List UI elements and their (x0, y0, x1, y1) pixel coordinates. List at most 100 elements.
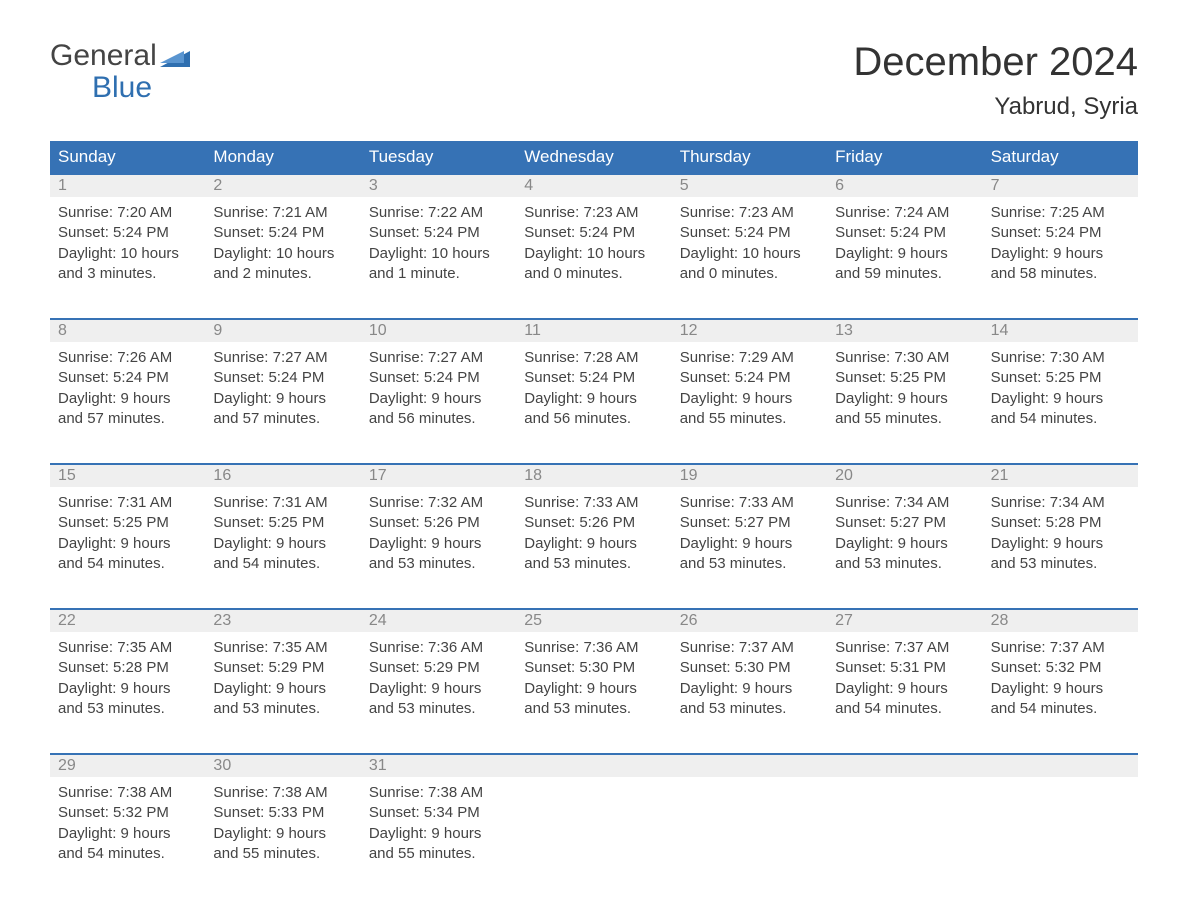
sunset-line: Sunset: 5:24 PM (213, 223, 352, 243)
day-cell (983, 755, 1138, 868)
daylight-line: and 54 minutes. (58, 844, 197, 864)
day-body: Sunrise: 7:30 AMSunset: 5:25 PMDaylight:… (827, 342, 982, 433)
calendar-week: 22Sunrise: 7:35 AMSunset: 5:28 PMDayligh… (50, 608, 1138, 723)
daylight-line: Daylight: 9 hours (524, 679, 663, 699)
day-number: 29 (50, 755, 205, 777)
sunset-line: Sunset: 5:31 PM (835, 658, 974, 678)
sunset-line: Sunset: 5:30 PM (680, 658, 819, 678)
day-body (672, 777, 827, 847)
sunset-line: Sunset: 5:34 PM (369, 803, 508, 823)
daylight-line: Daylight: 9 hours (213, 824, 352, 844)
daylight-line: and 54 minutes. (213, 554, 352, 574)
day-cell: 19Sunrise: 7:33 AMSunset: 5:27 PMDayligh… (672, 465, 827, 578)
day-cell (827, 755, 982, 868)
daylight-line: and 0 minutes. (680, 264, 819, 284)
sunset-line: Sunset: 5:25 PM (835, 368, 974, 388)
daylight-line: and 53 minutes. (58, 699, 197, 719)
sunset-line: Sunset: 5:24 PM (369, 368, 508, 388)
sunrise-line: Sunrise: 7:37 AM (680, 638, 819, 658)
day-cell: 17Sunrise: 7:32 AMSunset: 5:26 PMDayligh… (361, 465, 516, 578)
day-number: 6 (827, 175, 982, 197)
sunrise-line: Sunrise: 7:31 AM (58, 493, 197, 513)
day-body: Sunrise: 7:26 AMSunset: 5:24 PMDaylight:… (50, 342, 205, 433)
daylight-line: Daylight: 9 hours (213, 389, 352, 409)
sunset-line: Sunset: 5:24 PM (369, 223, 508, 243)
daylight-line: Daylight: 9 hours (680, 534, 819, 554)
sunrise-line: Sunrise: 7:20 AM (58, 203, 197, 223)
daylight-line: Daylight: 9 hours (835, 534, 974, 554)
daylight-line: Daylight: 9 hours (680, 679, 819, 699)
day-cell: 23Sunrise: 7:35 AMSunset: 5:29 PMDayligh… (205, 610, 360, 723)
day-cell: 29Sunrise: 7:38 AMSunset: 5:32 PMDayligh… (50, 755, 205, 868)
day-number: 24 (361, 610, 516, 632)
day-number: 15 (50, 465, 205, 487)
sunrise-line: Sunrise: 7:22 AM (369, 203, 508, 223)
day-body: Sunrise: 7:27 AMSunset: 5:24 PMDaylight:… (361, 342, 516, 433)
day-number: 25 (516, 610, 671, 632)
day-body: Sunrise: 7:38 AMSunset: 5:34 PMDaylight:… (361, 777, 516, 868)
day-cell: 20Sunrise: 7:34 AMSunset: 5:27 PMDayligh… (827, 465, 982, 578)
sunset-line: Sunset: 5:29 PM (213, 658, 352, 678)
day-number: 21 (983, 465, 1138, 487)
daylight-line: and 53 minutes. (524, 554, 663, 574)
day-body: Sunrise: 7:31 AMSunset: 5:25 PMDaylight:… (205, 487, 360, 578)
sunrise-line: Sunrise: 7:23 AM (524, 203, 663, 223)
sunrise-line: Sunrise: 7:38 AM (58, 783, 197, 803)
sunset-line: Sunset: 5:24 PM (991, 223, 1130, 243)
weekday-header: Monday (205, 141, 360, 173)
sunrise-line: Sunrise: 7:24 AM (835, 203, 974, 223)
weeks-container: 1Sunrise: 7:20 AMSunset: 5:24 PMDaylight… (50, 173, 1138, 868)
daylight-line: Daylight: 9 hours (835, 389, 974, 409)
daylight-line: and 55 minutes. (213, 844, 352, 864)
logo: General Blue (50, 40, 190, 103)
day-body: Sunrise: 7:32 AMSunset: 5:26 PMDaylight:… (361, 487, 516, 578)
sunrise-line: Sunrise: 7:36 AM (369, 638, 508, 658)
daylight-line: and 53 minutes. (213, 699, 352, 719)
day-body: Sunrise: 7:33 AMSunset: 5:26 PMDaylight:… (516, 487, 671, 578)
sunrise-line: Sunrise: 7:25 AM (991, 203, 1130, 223)
sunrise-line: Sunrise: 7:31 AM (213, 493, 352, 513)
daylight-line: Daylight: 9 hours (991, 244, 1130, 264)
day-cell: 15Sunrise: 7:31 AMSunset: 5:25 PMDayligh… (50, 465, 205, 578)
sunrise-line: Sunrise: 7:30 AM (991, 348, 1130, 368)
sunset-line: Sunset: 5:25 PM (991, 368, 1130, 388)
day-number: 8 (50, 320, 205, 342)
sunrise-line: Sunrise: 7:36 AM (524, 638, 663, 658)
sunset-line: Sunset: 5:24 PM (835, 223, 974, 243)
sunrise-line: Sunrise: 7:38 AM (369, 783, 508, 803)
sunrise-line: Sunrise: 7:35 AM (213, 638, 352, 658)
sunrise-line: Sunrise: 7:37 AM (835, 638, 974, 658)
day-body (983, 777, 1138, 847)
sunrise-line: Sunrise: 7:34 AM (835, 493, 974, 513)
day-body: Sunrise: 7:35 AMSunset: 5:28 PMDaylight:… (50, 632, 205, 723)
sunset-line: Sunset: 5:24 PM (213, 368, 352, 388)
day-cell: 9Sunrise: 7:27 AMSunset: 5:24 PMDaylight… (205, 320, 360, 433)
daylight-line: Daylight: 9 hours (369, 389, 508, 409)
day-cell: 31Sunrise: 7:38 AMSunset: 5:34 PMDayligh… (361, 755, 516, 868)
sunrise-line: Sunrise: 7:34 AM (991, 493, 1130, 513)
daylight-line: and 54 minutes. (991, 409, 1130, 429)
weekday-header: Friday (827, 141, 982, 173)
logo-text-top: General (50, 40, 157, 72)
day-number: 30 (205, 755, 360, 777)
day-body: Sunrise: 7:38 AMSunset: 5:33 PMDaylight:… (205, 777, 360, 868)
sunset-line: Sunset: 5:24 PM (680, 223, 819, 243)
sunrise-line: Sunrise: 7:23 AM (680, 203, 819, 223)
sunrise-line: Sunrise: 7:28 AM (524, 348, 663, 368)
day-body: Sunrise: 7:37 AMSunset: 5:30 PMDaylight:… (672, 632, 827, 723)
day-cell: 13Sunrise: 7:30 AMSunset: 5:25 PMDayligh… (827, 320, 982, 433)
sunset-line: Sunset: 5:25 PM (58, 513, 197, 533)
day-number: 7 (983, 175, 1138, 197)
day-body: Sunrise: 7:36 AMSunset: 5:30 PMDaylight:… (516, 632, 671, 723)
day-body: Sunrise: 7:33 AMSunset: 5:27 PMDaylight:… (672, 487, 827, 578)
day-number: 11 (516, 320, 671, 342)
day-body: Sunrise: 7:30 AMSunset: 5:25 PMDaylight:… (983, 342, 1138, 433)
weekday-header: Thursday (672, 141, 827, 173)
day-number: 16 (205, 465, 360, 487)
day-cell: 25Sunrise: 7:36 AMSunset: 5:30 PMDayligh… (516, 610, 671, 723)
daylight-line: and 53 minutes. (680, 554, 819, 574)
day-body: Sunrise: 7:31 AMSunset: 5:25 PMDaylight:… (50, 487, 205, 578)
day-cell: 7 Sunrise: 7:25 AMSunset: 5:24 PMDaylight… (983, 175, 1138, 288)
day-cell: 30Sunrise: 7:38 AMSunset: 5:33 PMDayligh… (205, 755, 360, 868)
day-body: Sunrise: 7:21 AMSunset: 5:24 PMDaylight:… (205, 197, 360, 288)
